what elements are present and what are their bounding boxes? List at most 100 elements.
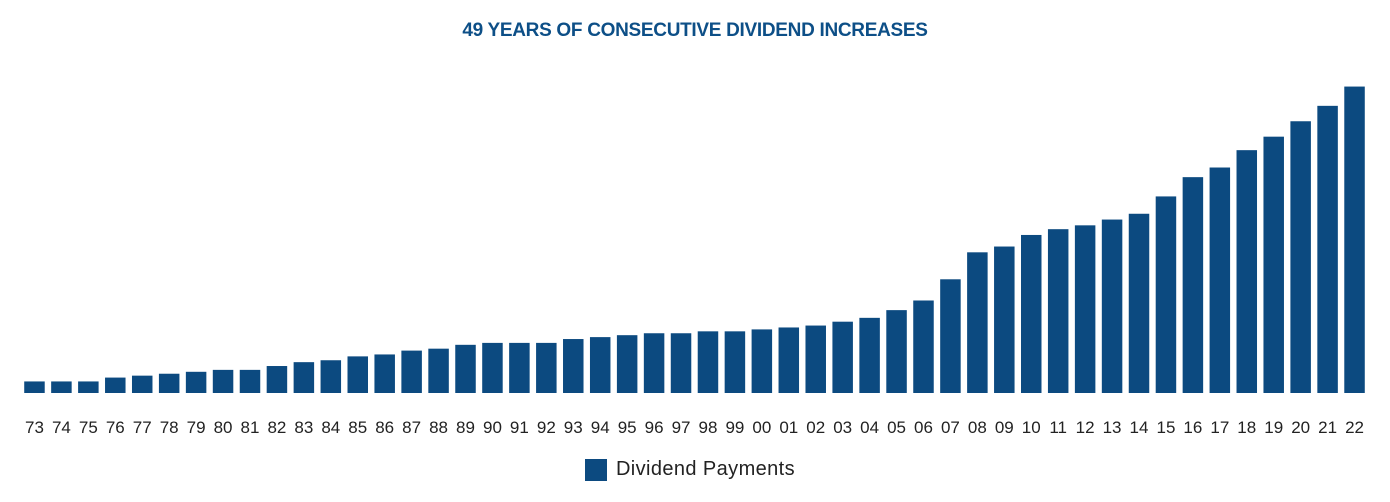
bar-86 — [374, 354, 395, 393]
bar-93 — [563, 339, 584, 393]
bar-84 — [320, 360, 342, 393]
bar-22 — [1344, 86, 1365, 393]
x-tick-label-11: 11 — [1049, 418, 1067, 437]
bar-73 — [24, 381, 45, 393]
bar-88 — [428, 348, 449, 393]
bar-00 — [751, 329, 773, 393]
x-tick-label-21: 21 — [1318, 418, 1337, 437]
x-tick-label-09: 09 — [995, 418, 1014, 437]
x-tick-label-85: 85 — [348, 418, 367, 437]
x-tick-label-00: 00 — [752, 418, 771, 437]
bars-group — [24, 86, 1365, 394]
x-tick-label-07: 07 — [941, 418, 960, 437]
x-tick-label-17: 17 — [1210, 418, 1229, 437]
chart-title: 49 YEARS OF CONSECUTIVE DIVIDEND INCREAS… — [462, 20, 928, 41]
x-tick-label-82: 82 — [267, 418, 286, 437]
bar-89 — [455, 344, 476, 393]
bar-chart: 73 74 75 76 77 78 79 80 81 82 83 84 85 86 87 88 89 90 91 92… — [24, 86, 1365, 437]
bar-12 — [1074, 225, 1096, 393]
x-tick-label-89: 89 — [456, 418, 475, 437]
x-tick-label-77: 77 — [133, 418, 152, 437]
x-tick-label-84: 84 — [321, 418, 340, 437]
x-tick-label-79: 79 — [187, 418, 206, 437]
x-tick-label-88: 88 — [429, 418, 448, 437]
x-tick-label-78: 78 — [160, 418, 179, 437]
bar-14 — [1128, 213, 1150, 393]
bar-15 — [1155, 196, 1177, 393]
x-tick-label-95: 95 — [618, 418, 637, 437]
bar-81 — [239, 369, 261, 393]
x-tick-label-10: 10 — [1022, 418, 1041, 437]
bar-19 — [1263, 136, 1284, 394]
bar-79 — [185, 371, 207, 393]
x-tick-label-02: 02 — [806, 418, 825, 437]
x-tick-label-15: 15 — [1156, 418, 1175, 437]
bar-90 — [482, 342, 503, 393]
bar-11 — [1047, 229, 1069, 393]
bar-18 — [1236, 150, 1258, 393]
bar-07 — [940, 279, 961, 393]
bar-77 — [131, 375, 153, 393]
x-tick-label-75: 75 — [79, 418, 98, 437]
legend-swatch — [584, 458, 607, 481]
x-tick-label-86: 86 — [375, 418, 394, 437]
x-tick-label-18: 18 — [1237, 418, 1256, 437]
bar-99 — [724, 331, 746, 393]
bar-87 — [401, 350, 422, 393]
x-tick-label-76: 76 — [106, 418, 125, 437]
bar-74 — [51, 381, 72, 393]
bar-78 — [158, 373, 180, 393]
bar-80 — [212, 369, 234, 393]
x-tick-label-19: 19 — [1264, 418, 1283, 437]
bar-17 — [1209, 167, 1231, 393]
x-tick-label-81: 81 — [241, 418, 260, 437]
x-tick-label-01: 01 — [779, 418, 798, 437]
bar-96 — [643, 333, 665, 393]
bar-16 — [1182, 177, 1204, 393]
bar-02 — [805, 325, 826, 393]
x-tick-label-74: 74 — [52, 418, 71, 437]
bar-06 — [913, 300, 934, 393]
x-tick-label-12: 12 — [1076, 418, 1095, 437]
bar-85 — [347, 356, 368, 393]
x-tick-label-91: 91 — [510, 418, 529, 437]
bar-92 — [536, 342, 557, 393]
bar-91 — [509, 342, 530, 393]
x-tick-label-20: 20 — [1291, 418, 1310, 437]
bar-83 — [293, 362, 315, 393]
bar-10 — [1021, 234, 1042, 393]
x-tick-label-94: 94 — [591, 418, 610, 437]
bar-05 — [886, 310, 907, 393]
x-tick-label-16: 16 — [1183, 418, 1202, 437]
bar-03 — [832, 321, 853, 393]
x-tick-label-08: 08 — [968, 418, 987, 437]
x-tick-label-90: 90 — [483, 418, 502, 437]
x-tick-label-99: 99 — [725, 418, 744, 437]
x-tick-label-92: 92 — [537, 418, 556, 437]
bar-21 — [1317, 105, 1338, 393]
x-tick-labels: 73 74 75 76 77 78 79 80 81 82 83 84 85 86 87 88 89 90 91 92… — [25, 418, 1364, 437]
x-tick-label-04: 04 — [860, 418, 879, 437]
x-tick-label-96: 96 — [645, 418, 664, 437]
x-tick-label-83: 83 — [294, 418, 313, 437]
legend: Dividend Payments — [0, 458, 1390, 481]
x-tick-label-98: 98 — [699, 418, 718, 437]
x-tick-label-05: 05 — [887, 418, 906, 437]
x-tick-label-06: 06 — [914, 418, 933, 437]
x-tick-label-73: 73 — [25, 418, 44, 437]
bar-08 — [967, 252, 988, 393]
x-tick-label-93: 93 — [564, 418, 583, 437]
x-tick-label-80: 80 — [214, 418, 233, 437]
x-tick-label-13: 13 — [1103, 418, 1122, 437]
x-tick-label-87: 87 — [402, 418, 421, 437]
bar-13 — [1101, 219, 1123, 393]
bar-09 — [994, 246, 1015, 393]
bar-75 — [78, 381, 99, 393]
bar-98 — [697, 331, 719, 393]
legend-label-dividend-payments: Dividend Payments — [615, 458, 796, 480]
bar-82 — [266, 366, 288, 393]
x-tick-label-14: 14 — [1130, 418, 1149, 437]
bar-20 — [1290, 121, 1311, 393]
bar-94 — [589, 337, 611, 393]
x-tick-label-97: 97 — [672, 418, 691, 437]
